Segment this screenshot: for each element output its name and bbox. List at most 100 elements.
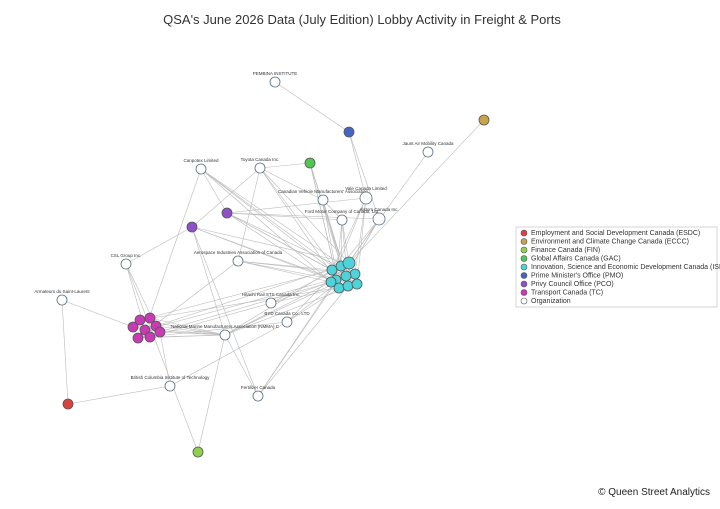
edge	[259, 162, 311, 169]
node-label: Vale Canada Limited	[345, 186, 387, 191]
edge	[348, 131, 367, 199]
edge	[274, 81, 350, 133]
edge	[149, 317, 226, 336]
edge	[331, 197, 367, 271]
node	[304, 157, 316, 169]
node	[343, 126, 355, 138]
edge	[259, 167, 350, 264]
edge	[197, 334, 226, 453]
node	[269, 76, 281, 88]
edge	[322, 199, 340, 289]
edge	[61, 299, 69, 405]
edge	[226, 212, 343, 221]
node	[333, 282, 345, 294]
legend-swatch	[520, 229, 528, 237]
legend: Employment and Social Development Canada…	[520, 229, 720, 305]
node-label: Fertilizer Canada	[241, 385, 276, 390]
node	[62, 398, 74, 410]
edge	[191, 226, 259, 397]
legend-label: Innovation, Science and Economic Develop…	[531, 264, 720, 271]
node	[219, 329, 231, 341]
node	[221, 207, 233, 219]
legend-swatch	[520, 255, 528, 262]
node-label: Alstom Canada Inc.	[359, 207, 398, 212]
edge	[191, 226, 226, 336]
edge	[330, 119, 485, 283]
node-label: BYD Canada Co., LTD	[264, 311, 310, 316]
edge	[348, 131, 380, 220]
edge	[139, 269, 333, 321]
edge	[224, 283, 358, 336]
node	[132, 332, 144, 344]
legend-swatch	[520, 297, 528, 305]
legend-label: Transport Canada (TC)	[531, 289, 603, 296]
node	[351, 278, 363, 290]
node-label: Ford Motor Company of Canada, Ltd.	[305, 209, 380, 214]
node	[144, 331, 156, 343]
node	[340, 270, 352, 282]
legend-label: Employment and Social Development Canada…	[531, 230, 700, 237]
legend-swatch	[520, 238, 528, 245]
node	[186, 221, 198, 233]
node	[56, 294, 68, 306]
nodes: PEMBINA INSTITUTE Jaunt Air Mobility Cana…	[34, 71, 490, 458]
legend-swatch	[520, 280, 528, 288]
node-label: Jaunt Air Mobility Canada	[402, 141, 454, 146]
footer: © Queen Street Analytics	[598, 487, 710, 498]
edge	[200, 168, 332, 283]
edge	[159, 331, 226, 336]
node	[254, 162, 266, 174]
node-label: Canadian Vehicle Manufacturers' Associat…	[278, 189, 368, 194]
node	[164, 380, 176, 392]
chart-title: QSA's June 2026 Data (July Edition) Lobb…	[163, 12, 561, 27]
node	[372, 212, 386, 226]
edge	[259, 167, 324, 201]
node	[265, 297, 277, 309]
edge	[139, 285, 349, 321]
edge	[354, 197, 367, 275]
edge	[309, 162, 347, 277]
node	[195, 163, 207, 175]
node	[336, 214, 348, 226]
edge	[200, 168, 333, 271]
node-label: Aerospace Industries Association of Cana…	[194, 250, 283, 255]
edge	[61, 299, 134, 328]
legend-swatch	[520, 263, 528, 271]
node	[120, 258, 132, 270]
edge	[348, 218, 380, 264]
node	[326, 264, 338, 276]
node-label: Toyota Canada Inc.	[241, 157, 280, 162]
edge	[237, 260, 332, 283]
edge	[125, 263, 199, 453]
node	[359, 191, 373, 205]
node	[349, 268, 361, 280]
node	[281, 316, 293, 328]
edge	[137, 281, 332, 339]
edge	[191, 167, 261, 228]
node-label: PEMBINA INSTITUTE	[253, 71, 298, 76]
edge	[286, 287, 340, 323]
edge	[169, 321, 288, 387]
node-label: CSL Group Inc.	[111, 253, 142, 258]
node	[342, 256, 356, 270]
edge	[155, 262, 350, 327]
edge	[67, 385, 171, 405]
node	[232, 255, 244, 267]
node-label: British Columbia Institute of Technology	[131, 375, 210, 380]
edge	[155, 325, 226, 336]
edge	[341, 219, 350, 264]
node	[422, 146, 434, 158]
edge	[257, 285, 349, 397]
edge	[224, 334, 259, 397]
legend-swatch	[520, 272, 528, 279]
edge	[356, 197, 367, 285]
node	[154, 326, 166, 338]
node	[325, 276, 337, 288]
legend-label: Finance Canada (FIN)	[531, 247, 600, 254]
node	[252, 390, 264, 402]
legend-label: Organization	[531, 298, 571, 305]
edge	[224, 281, 332, 336]
edge	[191, 226, 350, 264]
edge	[200, 168, 356, 275]
legend-swatch	[520, 246, 528, 254]
